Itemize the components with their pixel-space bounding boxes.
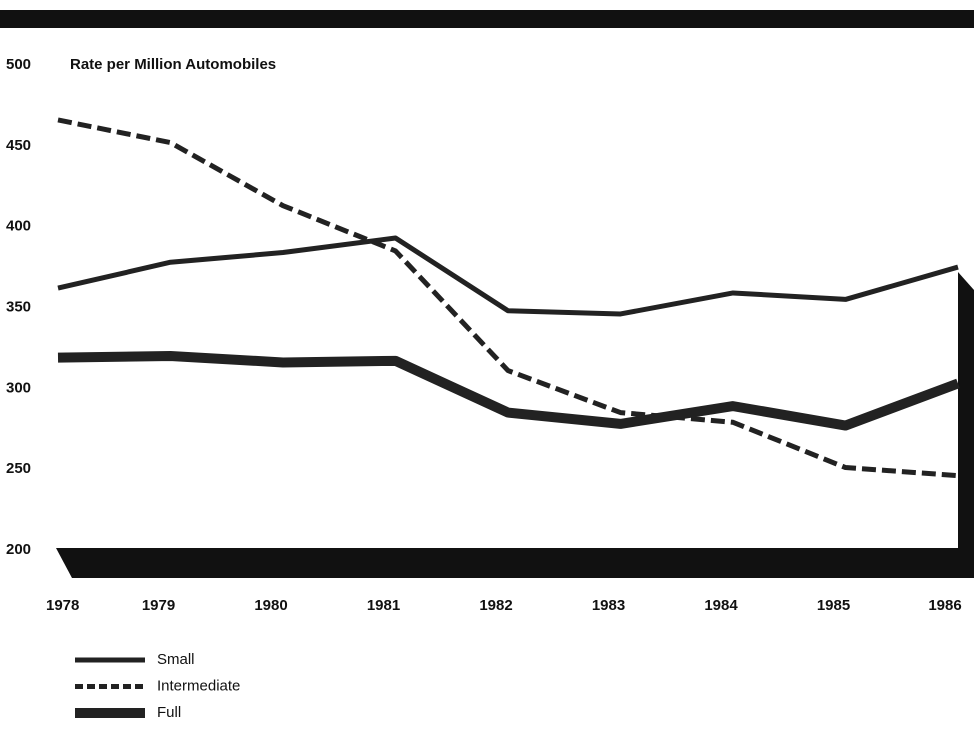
x-tick-label: 1978 xyxy=(46,597,79,614)
y-tick-label: 500 xyxy=(6,56,31,73)
x-tick-label: 1986 xyxy=(928,597,961,614)
series-line xyxy=(57,351,960,431)
y-tick-label: 250 xyxy=(6,460,31,477)
legend-label: Small xyxy=(157,651,195,668)
x-tick-label: 1984 xyxy=(704,597,738,614)
x-tick-label: 1982 xyxy=(479,597,512,614)
y-tick-label: 350 xyxy=(6,298,31,315)
x-tick-label: 1985 xyxy=(817,597,850,614)
x-tick-label: 1980 xyxy=(254,597,287,614)
legend-label: Intermediate xyxy=(157,677,240,694)
top-band xyxy=(0,10,974,28)
x-tick-label: 1981 xyxy=(367,597,400,614)
chart-title: Rate per Million Automobiles xyxy=(70,56,276,73)
y-tick-label: 450 xyxy=(6,137,31,154)
series-line xyxy=(57,117,959,479)
x-tick-label: 1979 xyxy=(142,597,175,614)
y-tick-label: 200 xyxy=(6,541,31,558)
y-tick-label: 300 xyxy=(6,379,31,396)
bottom-band xyxy=(56,548,974,578)
y-tick-label: 400 xyxy=(6,218,31,235)
legend-label: Full xyxy=(157,704,181,721)
right-band xyxy=(958,272,974,548)
x-tick-label: 1983 xyxy=(592,597,625,614)
series-line xyxy=(57,235,959,317)
